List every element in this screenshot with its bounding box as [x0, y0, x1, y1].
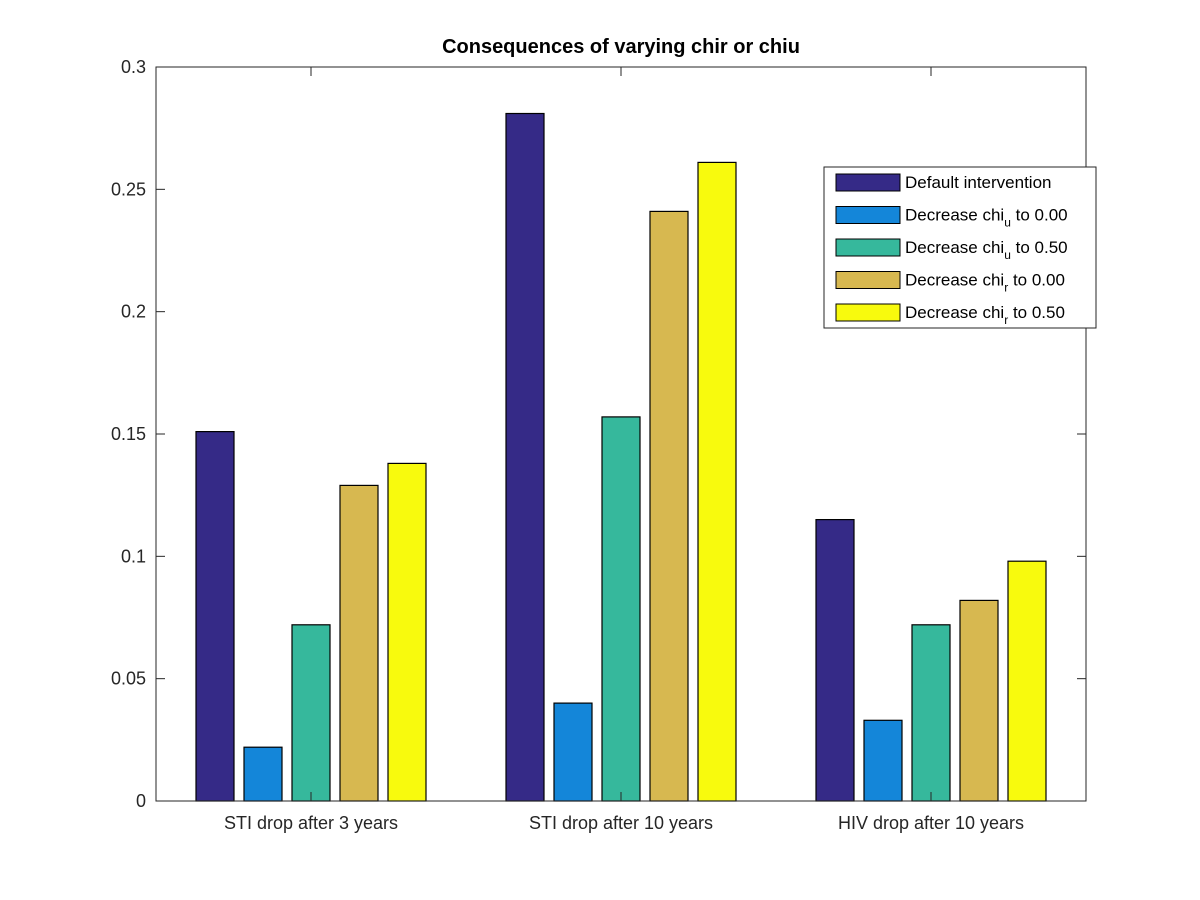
axes-ticks: 0 0.05 0.1 0.15 0.2 0.25 0.3 STI drop after 3 y… — [111, 57, 1086, 833]
bar — [339, 484, 379, 802]
bar — [1007, 560, 1047, 802]
legend-swatch — [835, 173, 901, 192]
legend-swatch — [835, 206, 901, 224]
bar — [959, 599, 999, 802]
y-tick-label: 0.25 — [111, 179, 146, 199]
x-tick-label: STI drop after 10 years — [529, 813, 713, 833]
bar — [291, 624, 331, 802]
chart-title: Consequences of varying chir or chiu — [442, 36, 800, 58]
legend-swatch — [835, 303, 901, 322]
bar — [505, 112, 545, 802]
legend: Default intervention Decrease chiu to 0.0… — [823, 166, 1097, 329]
x-tick-label: STI drop after 3 years — [224, 813, 398, 833]
bar — [649, 210, 689, 802]
y-tick-label: 0.1 — [121, 546, 146, 566]
legend-label: Decrease chir to 0.50 — [905, 303, 1065, 327]
bar — [387, 462, 427, 802]
legend-swatch — [835, 271, 901, 289]
legend-label: Decrease chir to 0.00 — [905, 271, 1065, 295]
y-tick-label: 0 — [136, 791, 146, 811]
y-tick-label: 0.3 — [121, 57, 146, 77]
bar — [863, 719, 903, 802]
bars-layer — [195, 112, 1047, 802]
bar — [815, 518, 855, 802]
x-tick-label: HIV drop after 10 years — [838, 813, 1024, 833]
y-tick-label: 0.2 — [121, 302, 146, 322]
bar — [553, 702, 593, 802]
legend-label: Decrease chiu to 0.00 — [905, 206, 1068, 230]
bar — [601, 416, 641, 802]
bar — [195, 431, 235, 802]
y-tick-label: 0.05 — [111, 669, 146, 689]
legend-label: Default intervention — [905, 173, 1051, 192]
legend-label: Decrease chiu to 0.50 — [905, 238, 1068, 262]
bar — [697, 161, 737, 802]
legend-swatch — [835, 238, 901, 257]
y-tick-label: 0.15 — [111, 424, 146, 444]
bar — [243, 746, 283, 802]
bar — [911, 624, 951, 802]
